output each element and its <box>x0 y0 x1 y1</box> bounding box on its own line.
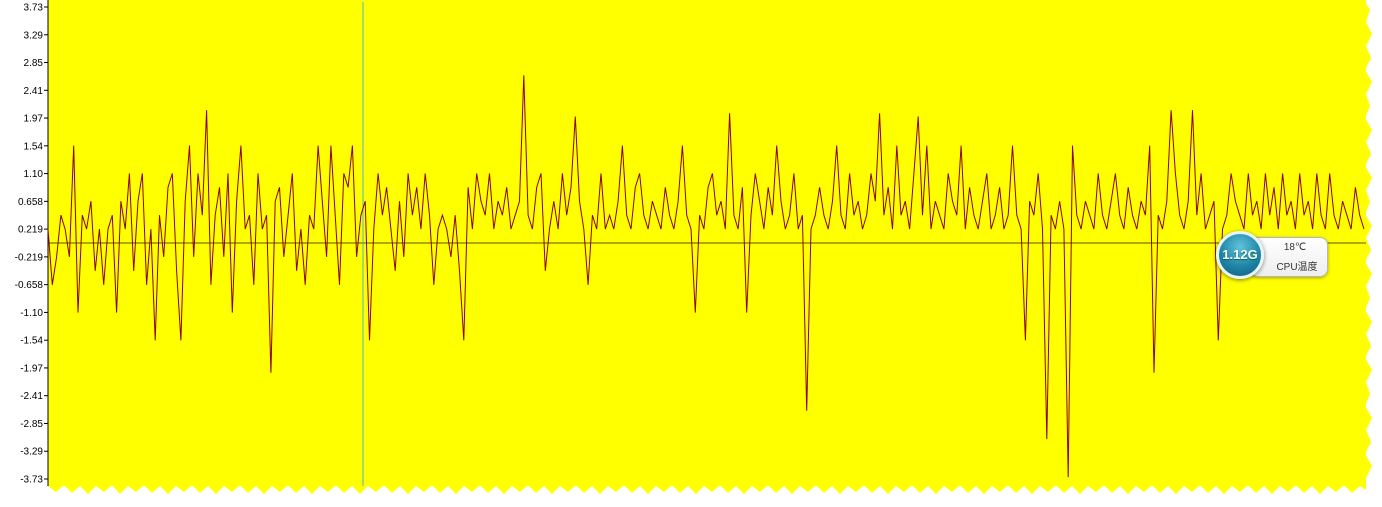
y-tick-label: 0.658 <box>18 197 43 208</box>
y-tick-label: 2.41 <box>24 86 44 97</box>
torn-edge-bottom <box>48 484 1366 494</box>
y-axis-ticks: 3.73 3.29 2.85 2.41 1.97 1.54 1.10 0.658 0.219 -0… <box>15 3 48 486</box>
y-tick-label: -0.658 <box>15 280 44 291</box>
y-tick-label: 3.73 <box>24 3 44 14</box>
y-axis-panel <box>0 0 48 507</box>
y-tick-label: 0.219 <box>18 225 43 236</box>
series-group <box>47 75 1365 478</box>
cpu-temperature-value: 18℃ <box>1283 242 1307 253</box>
torn-edge-right <box>1364 0 1372 486</box>
y-tick-label: 1.10 <box>24 169 44 180</box>
y-tick-label: 1.97 <box>24 114 44 125</box>
y-tick-label: -2.41 <box>20 391 43 402</box>
y-tick-label: -3.73 <box>20 475 43 486</box>
y-tick-label: 1.54 <box>24 141 44 152</box>
y-tick-label: -0.219 <box>15 252 44 263</box>
y-tick-label: 3.29 <box>24 30 44 41</box>
series-line-0 <box>47 75 1365 478</box>
y-tick-label: -1.10 <box>20 308 43 319</box>
y-tick-label: -2.85 <box>20 419 43 430</box>
memory-usage-value: 1.12G <box>1222 247 1258 262</box>
y-tick-label: -1.97 <box>20 363 43 374</box>
cpu-temperature-label: CPU温度 <box>1276 262 1318 273</box>
cpu-monitor-widget[interactable]: 18℃ CPU温度 1.12G <box>1214 230 1328 284</box>
memory-usage-ball[interactable]: 1.12G <box>1216 231 1264 279</box>
y-tick-label: 2.85 <box>24 58 44 69</box>
y-tick-label: -1.54 <box>20 336 43 347</box>
y-tick-label: -3.29 <box>20 447 43 458</box>
